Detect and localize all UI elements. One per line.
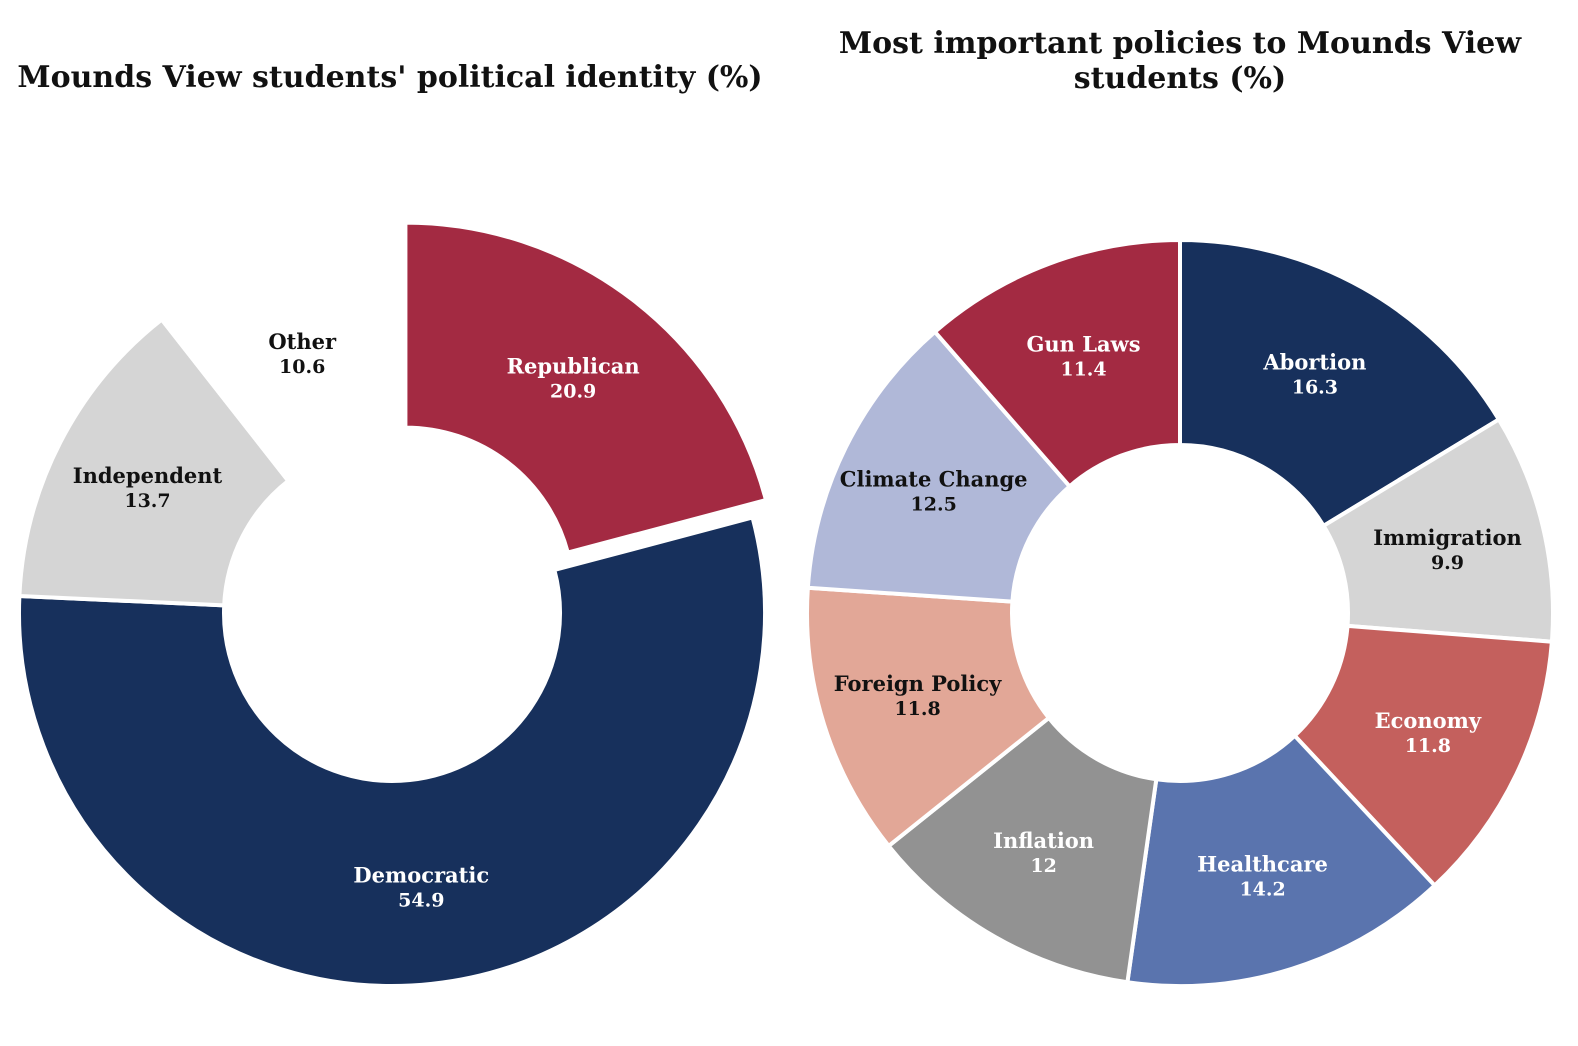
chart-title-important-policies: Most important policies to Mounds View s… [838,26,1522,96]
slice-republican [403,220,768,555]
chart-title-political-identity: Mounds View students' political identity… [17,60,763,95]
slice-value-republican: 20.9 [550,381,596,403]
slice-label-democratic: Democratic [353,862,489,887]
slice-value-immigration: 9.9 [1431,552,1464,574]
slice-value-independent: 13.7 [124,490,170,512]
slice-value-climate-change: 12.5 [911,494,957,516]
slice-foreign-policy [805,585,1051,848]
slice-economy [1292,623,1554,888]
slice-independent [17,317,291,608]
slice-value-economy: 11.8 [1405,735,1451,757]
slice-value-abortion: 16.3 [1292,376,1338,398]
slice-value-foreign-policy: 11.8 [894,698,940,720]
slice-label-abortion: Abortion [1262,349,1366,374]
slice-healthcare [1125,733,1437,988]
slice-label-gun-laws: Gun Laws [1026,331,1140,356]
slice-inflation [886,715,1159,985]
slice-label-independent: Independent [73,463,223,488]
slice-democratic [17,515,767,988]
slice-gun-laws [932,238,1182,489]
slice-value-democratic: 54.9 [398,889,444,911]
slice-value-gun-laws: 11.4 [1060,358,1106,380]
slice-immigration [1321,417,1555,644]
slice-label-immigration: Immigration [1373,525,1522,550]
slice-value-inflation: 12 [1030,855,1056,877]
slice-climate-change [805,329,1072,604]
slice-label-economy: Economy [1375,708,1482,733]
slice-label-healthcare: Healthcare [1197,851,1328,876]
slice-label-other: Other [268,329,337,354]
slice-other [159,238,394,483]
slice-label-inflation: Inflation [993,828,1094,853]
slice-label-climate-change: Climate Change [840,467,1028,492]
slice-label-republican: Republican [507,354,640,379]
slice-value-other: 10.6 [279,356,325,378]
slice-abortion [1178,238,1501,528]
slice-value-healthcare: 14.2 [1239,878,1285,900]
slice-label-foreign-policy: Foreign Policy [834,671,1002,696]
